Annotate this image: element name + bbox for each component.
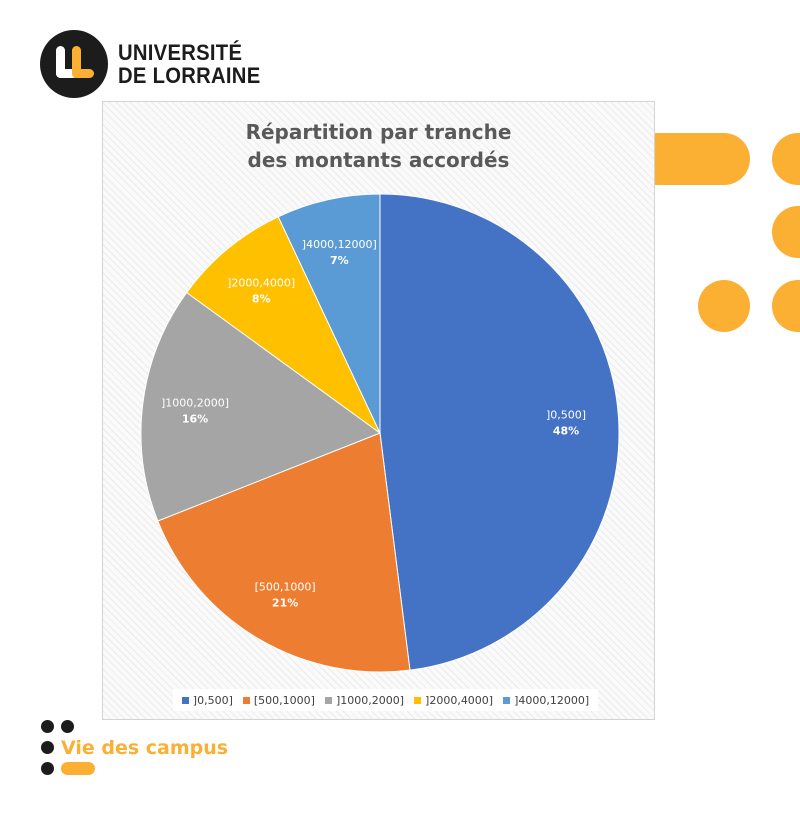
slice-percent-0-500: 48% <box>553 424 579 437</box>
legend-swatch <box>324 696 332 704</box>
deco-half-circle-1 <box>772 133 800 185</box>
logo-wordmark: UNIVERSITÉ DE LORRAINE <box>118 41 273 87</box>
chart-legend: ]0,500] [500,1000] ]1000,2000] ]2000,4000]]… <box>173 689 598 711</box>
legend-swatch <box>414 696 422 704</box>
deco-circle <box>698 280 750 332</box>
legend-label: ]2000,4000] <box>425 693 494 707</box>
legend-swatch <box>181 696 189 704</box>
chart-title-line-1: Répartition par tranche <box>245 120 512 144</box>
pie-slice-500-1000 <box>157 432 411 673</box>
slice-label-4000-12000: ]4000,12000] <box>302 238 377 251</box>
legend-label: ]0,500] <box>192 693 233 707</box>
deco-half-circle-3 <box>772 280 800 332</box>
logo-line-2: DE LORRAINE <box>118 63 261 88</box>
legend-item-2000-4000: ]2000,4000] <box>414 694 493 707</box>
logo-line-1: UNIVERSITÉ <box>118 40 243 65</box>
legend-label: ]4000,12000] <box>514 693 590 707</box>
footer-dots-icon <box>41 720 101 780</box>
slice-percent-500-1000: 21% <box>272 596 298 609</box>
pie-plot: ]0,500] 48% [500,1000] 21% ]1000,2000] 16% ]20… <box>140 193 620 673</box>
pie-slice-1000-2000 <box>140 291 382 522</box>
slice-label-0-500: ]0,500] <box>546 408 586 421</box>
legend-item-4000-12000: ]4000,12000] <box>503 694 589 707</box>
slice-percent-1000-2000: 16% <box>182 413 208 426</box>
slice-label-500-1000: [500,1000] <box>255 580 316 593</box>
chart-title-line-2: des montants accordés <box>247 148 510 172</box>
slice-label-2000-4000: ]2000,4000] <box>227 276 295 289</box>
legend-swatch <box>503 696 511 704</box>
legend-item-500-1000: [500,1000] <box>242 693 315 707</box>
slice-label-1000-2000: ]1000,2000] <box>161 397 229 410</box>
pie-slice-0-500 <box>379 193 620 671</box>
pie-chart: Répartition par tranche des montants acc… <box>102 101 655 720</box>
footer-label: Vie des campus <box>61 737 229 759</box>
university-logo: UNIVERSITÉ DE LORRAINE <box>40 30 260 100</box>
slice-percent-2000-4000: 8% <box>252 292 271 305</box>
legend-item-0-500: ]0,500] <box>181 693 233 707</box>
deco-half-circle-2 <box>772 206 800 258</box>
pie-slice-2000-4000 <box>185 216 381 434</box>
legend-label: [500,1000] <box>253 693 315 707</box>
logo-emblem-icon <box>40 30 108 98</box>
slice-percent-4000-12000: 7% <box>330 254 349 267</box>
chart-title: Répartition par tranche des montants acc… <box>103 118 654 174</box>
pie-slice-4000-12000 <box>277 193 381 434</box>
legend-item-1000-2000: ]1000,2000] <box>324 693 405 707</box>
legend-swatch <box>242 696 250 704</box>
legend-label: ]1000,2000] <box>335 693 405 707</box>
